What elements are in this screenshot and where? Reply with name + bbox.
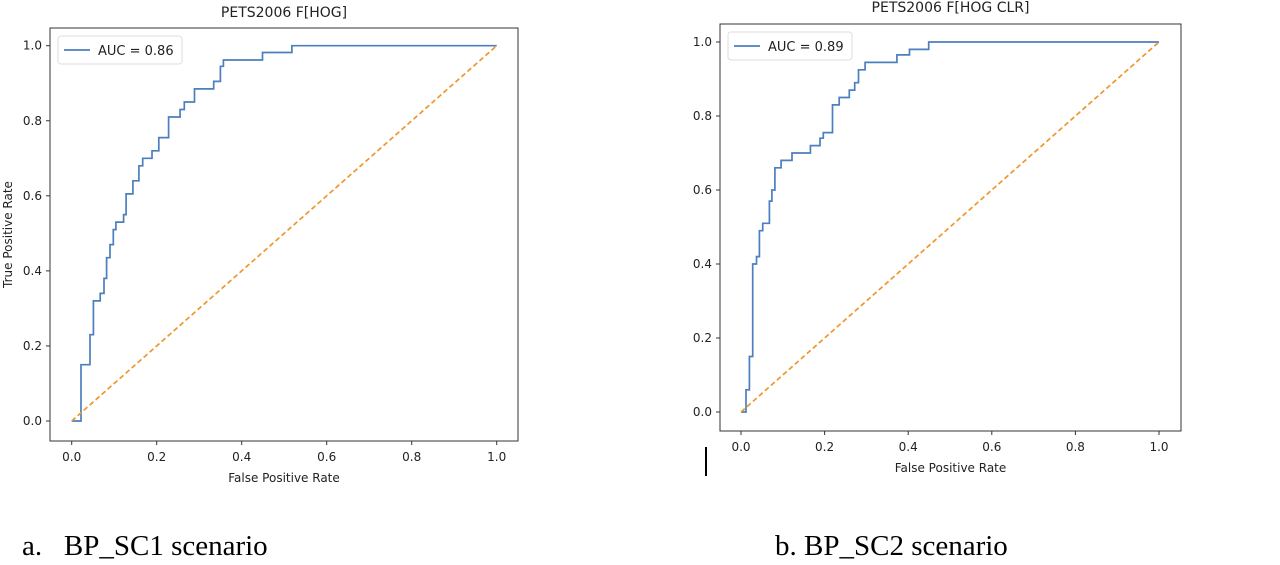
x-tick-label: 0.8 (1066, 440, 1085, 454)
x-tick-label: 1.0 (1149, 440, 1168, 454)
y-tick-label: 0.0 (23, 414, 42, 428)
y-tick-label: 0.8 (693, 109, 712, 123)
chance-line (740, 41, 1160, 413)
chart-2: PETS2006 F[HOG CLR] 0.0 0.2 0.4 0.6 0.8 1.0 0.0… (693, 0, 1182, 475)
legend-label: AUC = 0.86 (98, 44, 174, 59)
axes-frame (719, 23, 1182, 432)
x-tick-label: 0.6 (317, 450, 336, 464)
x-tick-label: 1.0 (487, 450, 506, 464)
y-axis-label: True Positive Rate (1, 181, 15, 289)
legend-box (727, 31, 853, 61)
legend: AUC = 0.86 (57, 35, 183, 65)
stray-mark (705, 447, 707, 476)
y-tick-label: 0.8 (23, 114, 42, 128)
y-tick-label: 0.0 (693, 405, 712, 419)
x-tick-label: 0.0 (731, 440, 750, 454)
x-axis-label: False Positive Rate (895, 461, 1007, 475)
x-tick-label: 0.4 (899, 440, 918, 454)
y-tick-label: 1.0 (23, 39, 42, 53)
x-tick-label: 0.6 (982, 440, 1001, 454)
legend-box (57, 35, 183, 65)
y-tick-label: 0.2 (693, 331, 712, 345)
y-tick-label: 0.6 (23, 189, 42, 203)
caption-b: b. BP_SC2 scenario (775, 530, 1008, 562)
x-tick-label: 0.0 (62, 450, 81, 464)
x-tick-label: 0.2 (815, 440, 834, 454)
y-tick-label: 0.4 (693, 257, 712, 271)
axes-frame (49, 27, 519, 442)
chance-line (71, 45, 498, 422)
y-tick-label: 0.4 (23, 264, 42, 278)
chart-title: PETS2006 F[HOG CLR] (872, 0, 1030, 16)
chart-1: PETS2006 F[HOG] 0.0 0.2 0.4 0.6 0.8 1.0 0.0 0.2 0… (1, 5, 519, 485)
roc-curve (741, 41, 1159, 413)
x-axis-label: False Positive Rate (228, 471, 340, 485)
legend: AUC = 0.89 (727, 31, 853, 61)
y-tick-label: 0.2 (23, 339, 42, 353)
x-tick-label: 0.4 (232, 450, 251, 464)
legend-label: AUC = 0.89 (768, 40, 844, 55)
y-tick-label: 0.6 (693, 183, 712, 197)
chart-title: PETS2006 F[HOG] (221, 5, 347, 21)
roc-curve (71, 44, 497, 422)
x-tick-label: 0.8 (402, 450, 421, 464)
x-tick-label: 0.2 (147, 450, 166, 464)
caption-a: a. BP_SC1 scenario (22, 530, 268, 562)
y-tick-label: 1.0 (693, 35, 712, 49)
